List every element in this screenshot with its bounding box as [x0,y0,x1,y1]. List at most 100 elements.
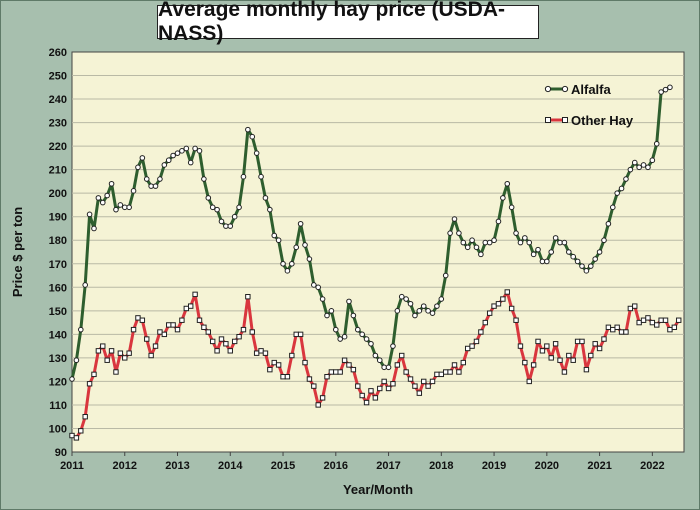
legend-marker [562,117,568,123]
y-tick-label: 190 [49,212,67,224]
data-point [245,294,251,300]
y-tick-label: 260 [49,47,67,59]
data-point [640,162,647,168]
data-point [280,374,286,380]
data-point [359,392,365,399]
data-point [170,322,176,328]
data-point [108,348,115,354]
data-point [152,183,159,189]
data-point [579,263,585,269]
data-point [289,260,295,267]
data-point [649,319,656,326]
x-tick-label: 2020 [535,460,559,472]
data-point [614,190,620,196]
data-point [183,305,190,312]
data-point [667,84,673,91]
data-point [214,206,220,213]
data-point [174,150,181,156]
data-point [139,155,146,161]
data-point [592,256,598,262]
data-point [91,371,97,378]
y-axis-ticks: 90 100 110 120 130 140 150 160 170 180 190 200 210 22… [49,47,67,459]
x-tick-label: 2016 [324,460,348,472]
data-point [205,329,211,335]
data-point [350,366,357,373]
data-point [412,312,418,319]
data-point [271,359,277,366]
data-point [601,237,607,244]
data-point [231,213,238,220]
data-point [161,162,168,168]
x-tick-label: 2022 [640,460,664,472]
data-point [130,326,137,333]
data-point [451,216,458,222]
data-point [544,258,550,265]
data-point [236,204,242,211]
data-point [69,432,75,439]
data-point [117,350,124,356]
data-point [548,355,554,361]
data-point [289,352,295,359]
data-point [293,244,300,251]
data-point [267,366,273,373]
data-point [390,343,396,349]
data-point [486,310,493,316]
data-point [280,260,286,267]
data-point [416,390,423,396]
data-point [73,357,80,364]
legend-marker [545,117,551,123]
data-point [227,348,233,354]
data-point [139,317,146,323]
data-point [209,338,216,345]
data-point [645,315,651,321]
data-point [495,218,502,225]
data-point [601,336,607,342]
data-point [530,362,537,368]
data-point [508,305,515,312]
y-tick-label: 130 [49,353,67,365]
data-point [522,235,528,241]
data-point [627,305,634,312]
data-point [451,362,458,368]
data-point [671,324,678,330]
data-point [350,312,357,319]
data-point [385,364,392,371]
data-point [456,369,462,375]
data-point [165,157,172,164]
data-point [249,133,256,140]
data-point [434,371,440,378]
data-point [557,357,563,363]
data-point [425,308,431,314]
legend-item-other-hay: Other Hay [545,113,634,128]
data-point [126,350,132,356]
data-point [535,246,541,253]
data-point [526,239,533,246]
x-axis-label: Year/Month [343,482,413,497]
data-point [302,359,308,366]
data-point [618,185,625,192]
data-point [552,235,559,241]
data-point [676,317,682,323]
data-point [376,357,383,364]
data-point [491,303,497,309]
data-point [284,268,291,274]
legend-marker [544,85,552,93]
x-tick-label: 2014 [218,460,243,472]
data-point [328,308,335,314]
data-point [614,324,620,330]
data-point [157,329,163,335]
data-point [653,140,660,147]
data-point [420,303,427,309]
data-point [574,258,581,265]
data-point [662,317,669,323]
data-point [192,145,198,152]
data-point [566,352,572,359]
data-point [390,381,396,387]
data-point [302,242,308,248]
legend: Alfalfa Other Hay [544,82,634,128]
data-point [605,324,612,330]
data-point [324,312,330,319]
data-point [359,331,365,338]
data-point [429,378,436,385]
data-point [152,343,159,349]
